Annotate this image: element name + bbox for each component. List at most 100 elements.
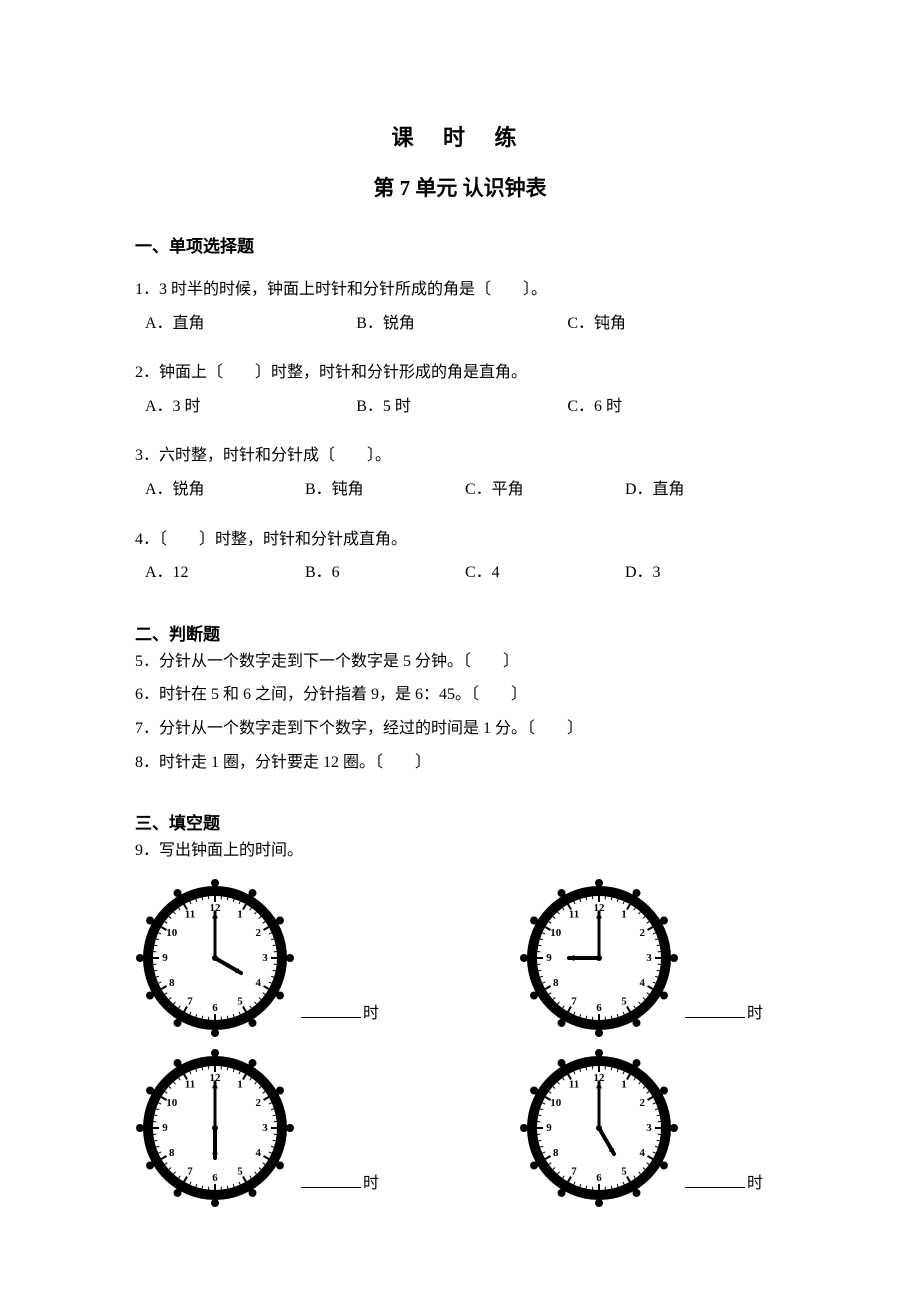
section-3-heading: 三、填空题 — [135, 809, 785, 834]
svg-text:4: 4 — [640, 1147, 646, 1159]
clock-icon: 123456789101112 — [519, 878, 679, 1038]
svg-text:2: 2 — [640, 927, 646, 939]
svg-text:9: 9 — [162, 952, 168, 964]
svg-text:6: 6 — [212, 1172, 218, 1184]
answer-blank[interactable] — [301, 1001, 361, 1018]
svg-text:10: 10 — [550, 927, 562, 939]
unit-label: 时 — [363, 1005, 379, 1022]
svg-text:8: 8 — [169, 1147, 175, 1159]
option-c: C．平角 — [465, 473, 625, 507]
option-b: B．6 — [305, 556, 465, 590]
answer-blank[interactable] — [685, 1171, 745, 1188]
svg-text:1: 1 — [621, 908, 627, 920]
unit-label: 时 — [747, 1005, 763, 1022]
svg-text:11: 11 — [185, 908, 195, 920]
question-stem: 1．3 时半的时候，钟面上时针和分针所成的角是〔 〕。 — [135, 273, 785, 307]
question-options: A．锐角 B．钝角 C．平角 D．直角 — [135, 473, 785, 507]
question-options: A．直角 B．锐角 C．钝角 — [135, 307, 785, 341]
clock-grid: 123456789101112 时 123456789101112 时 1234… — [135, 878, 785, 1208]
question-stem: 4．〔 〕时整，时针和分针成直角。 — [135, 523, 785, 557]
question-7: 7．分针从一个数字走到下个数字，经过的时间是 1 分。〔 〕 — [135, 712, 785, 746]
svg-text:7: 7 — [187, 995, 193, 1007]
worksheet-page: 课 时 练 第 7 单元 认识钟表 一、单项选择题 1．3 时半的时候，钟面上时… — [0, 0, 920, 1302]
svg-text:8: 8 — [169, 977, 175, 989]
question-stem: 3．六时整，时针和分针成〔 〕。 — [135, 439, 785, 473]
clock-cell: 123456789101112 时 — [135, 878, 379, 1038]
clock-row: 123456789101112 时 123456789101112 时 — [135, 878, 785, 1038]
svg-text:9: 9 — [546, 952, 552, 964]
sub-title: 第 7 单元 认识钟表 — [135, 172, 785, 202]
svg-text:1: 1 — [237, 1078, 243, 1090]
option-a: A．锐角 — [145, 473, 305, 507]
unit-label: 时 — [747, 1175, 763, 1192]
question-stem: 2．钟面上〔 〕时整，时针和分针形成的角是直角。 — [135, 356, 785, 390]
main-title: 课 时 练 — [135, 120, 785, 152]
question-4: 4．〔 〕时整，时针和分针成直角。 A．12 B．6 C．4 D．3 — [135, 523, 785, 590]
svg-text:7: 7 — [571, 995, 577, 1007]
option-a: A．直角 — [145, 307, 356, 341]
option-d: D．3 — [625, 556, 785, 590]
clock-cell: 123456789101112 时 — [519, 878, 763, 1038]
question-options: A．3 时 B．5 时 C．6 时 — [135, 390, 785, 424]
section-2-heading: 二、判断题 — [135, 620, 785, 645]
svg-text:6: 6 — [596, 1172, 602, 1184]
svg-text:4: 4 — [256, 1147, 262, 1159]
clock-answer: 时 — [295, 1169, 379, 1208]
svg-text:6: 6 — [212, 1002, 218, 1014]
svg-text:9: 9 — [546, 1122, 552, 1134]
option-a: A．12 — [145, 556, 305, 590]
clock-cell: 123456789101112 时 — [135, 1048, 379, 1208]
option-c: C．钝角 — [567, 307, 778, 341]
svg-text:5: 5 — [237, 1165, 243, 1177]
option-b: B．5 时 — [356, 390, 567, 424]
svg-text:1: 1 — [621, 1078, 627, 1090]
svg-text:2: 2 — [640, 1097, 646, 1109]
unit-label: 时 — [363, 1175, 379, 1192]
question-9-stem: 9．写出钟面上的时间。 — [135, 834, 785, 868]
svg-text:8: 8 — [553, 1147, 559, 1159]
svg-text:5: 5 — [237, 995, 243, 1007]
svg-text:1: 1 — [237, 908, 243, 920]
clock-answer: 时 — [295, 999, 379, 1038]
option-c: C．4 — [465, 556, 625, 590]
answer-blank[interactable] — [301, 1171, 361, 1188]
svg-text:5: 5 — [621, 995, 627, 1007]
option-d: D．直角 — [625, 473, 785, 507]
svg-text:2: 2 — [256, 1097, 262, 1109]
clock-cell: 123456789101112 时 — [519, 1048, 763, 1208]
svg-text:3: 3 — [646, 1122, 652, 1134]
clock-icon: 123456789101112 — [135, 1048, 295, 1208]
svg-text:8: 8 — [553, 977, 559, 989]
question-options: A．12 B．6 C．4 D．3 — [135, 556, 785, 590]
svg-text:10: 10 — [166, 1097, 178, 1109]
question-6: 6．时针在 5 和 6 之间，分针指着 9，是 6：45。〔 〕 — [135, 678, 785, 712]
clock-answer: 时 — [679, 1169, 763, 1208]
answer-blank[interactable] — [685, 1001, 745, 1018]
svg-text:7: 7 — [187, 1165, 193, 1177]
svg-text:4: 4 — [640, 977, 646, 989]
svg-text:10: 10 — [550, 1097, 562, 1109]
svg-text:9: 9 — [162, 1122, 168, 1134]
question-1: 1．3 时半的时候，钟面上时针和分针所成的角是〔 〕。 A．直角 B．锐角 C．… — [135, 273, 785, 340]
option-b: B．钝角 — [305, 473, 465, 507]
clock-icon: 123456789101112 — [519, 1048, 679, 1208]
clock-answer: 时 — [679, 999, 763, 1038]
option-a: A．3 时 — [145, 390, 356, 424]
question-2: 2．钟面上〔 〕时整，时针和分针形成的角是直角。 A．3 时 B．5 时 C．6… — [135, 356, 785, 423]
svg-text:11: 11 — [569, 908, 579, 920]
svg-text:5: 5 — [621, 1165, 627, 1177]
question-3: 3．六时整，时针和分针成〔 〕。 A．锐角 B．钝角 C．平角 D．直角 — [135, 439, 785, 506]
svg-text:7: 7 — [571, 1165, 577, 1177]
svg-text:4: 4 — [256, 977, 262, 989]
option-b: B．锐角 — [356, 307, 567, 341]
svg-text:11: 11 — [569, 1078, 579, 1090]
svg-text:10: 10 — [166, 927, 178, 939]
svg-text:3: 3 — [646, 952, 652, 964]
option-c: C．6 时 — [567, 390, 778, 424]
clock-icon: 123456789101112 — [135, 878, 295, 1038]
question-5: 5．分针从一个数字走到下一个数字是 5 分钟。〔 〕 — [135, 645, 785, 679]
question-8: 8．时针走 1 圈，分针要走 12 圈。〔 〕 — [135, 746, 785, 780]
section-1-heading: 一、单项选择题 — [135, 232, 785, 257]
svg-text:3: 3 — [262, 952, 268, 964]
clock-row: 123456789101112 时 123456789101112 时 — [135, 1048, 785, 1208]
